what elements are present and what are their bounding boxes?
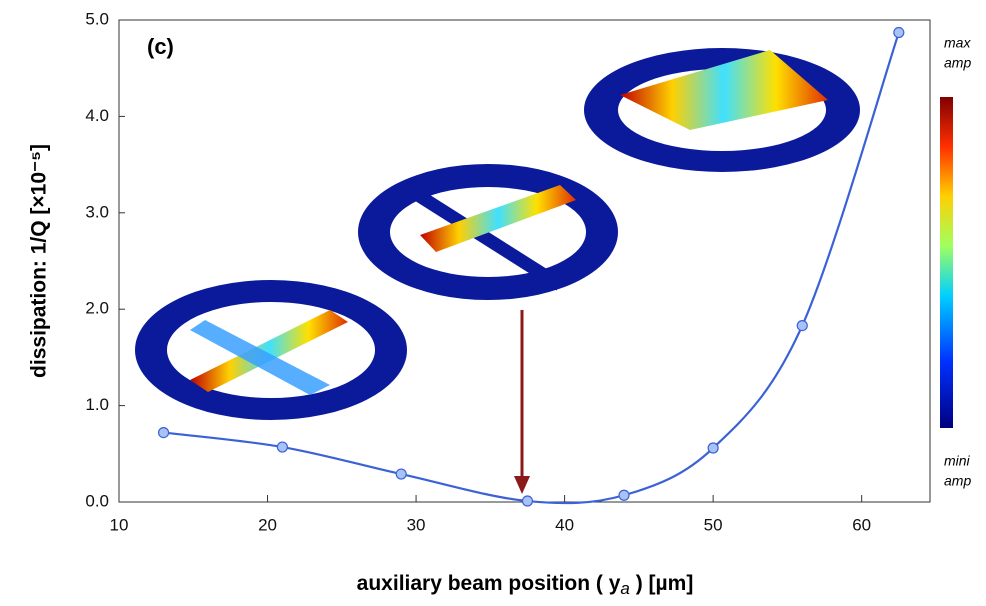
y-tick-label: 5.0 xyxy=(85,9,109,28)
x-label-sub: a xyxy=(620,579,629,598)
panel-label: (c) xyxy=(147,34,174,59)
data-point xyxy=(893,26,905,39)
y-tick-label: 4.0 xyxy=(85,106,109,125)
y-tick-label: 2.0 xyxy=(85,299,109,318)
colorbar-label: max xyxy=(944,35,971,51)
colorbar-label: mini xyxy=(944,453,971,469)
y-tick-label: 3.0 xyxy=(85,202,109,221)
y-axis-label: dissipation: 1/Q [×10⁻⁵] xyxy=(28,144,51,378)
inset-1 xyxy=(135,280,407,420)
x-tick-label: 50 xyxy=(704,515,723,534)
inset-2 xyxy=(358,164,618,300)
data-point xyxy=(157,426,170,439)
x-tick-label: 20 xyxy=(258,515,277,534)
x-axis-label: auxiliary beam position ( ya ) [µm] xyxy=(357,572,694,599)
x-tick-label: 60 xyxy=(852,515,871,534)
x-tick-label: 30 xyxy=(407,515,426,534)
arrow-head xyxy=(514,476,530,494)
data-point xyxy=(618,489,630,501)
colorbar xyxy=(940,97,953,428)
y-tick-label: 1.0 xyxy=(85,395,109,414)
x-label-part: auxiliary beam position ( y xyxy=(357,572,621,595)
data-point xyxy=(276,441,288,453)
data-point xyxy=(521,495,534,507)
data-point xyxy=(395,468,407,480)
inset-3 xyxy=(584,48,860,172)
data-point xyxy=(707,442,719,454)
x-label-part: ) [µm] xyxy=(630,572,693,595)
data-point xyxy=(796,319,808,332)
x-tick-label: 40 xyxy=(555,515,574,534)
y-tick-label: 0.0 xyxy=(85,491,109,510)
colorbar-label: amp xyxy=(944,55,971,71)
x-tick-label: 10 xyxy=(110,515,129,534)
series-line xyxy=(163,32,900,505)
colorbar-label: amp xyxy=(944,473,971,489)
